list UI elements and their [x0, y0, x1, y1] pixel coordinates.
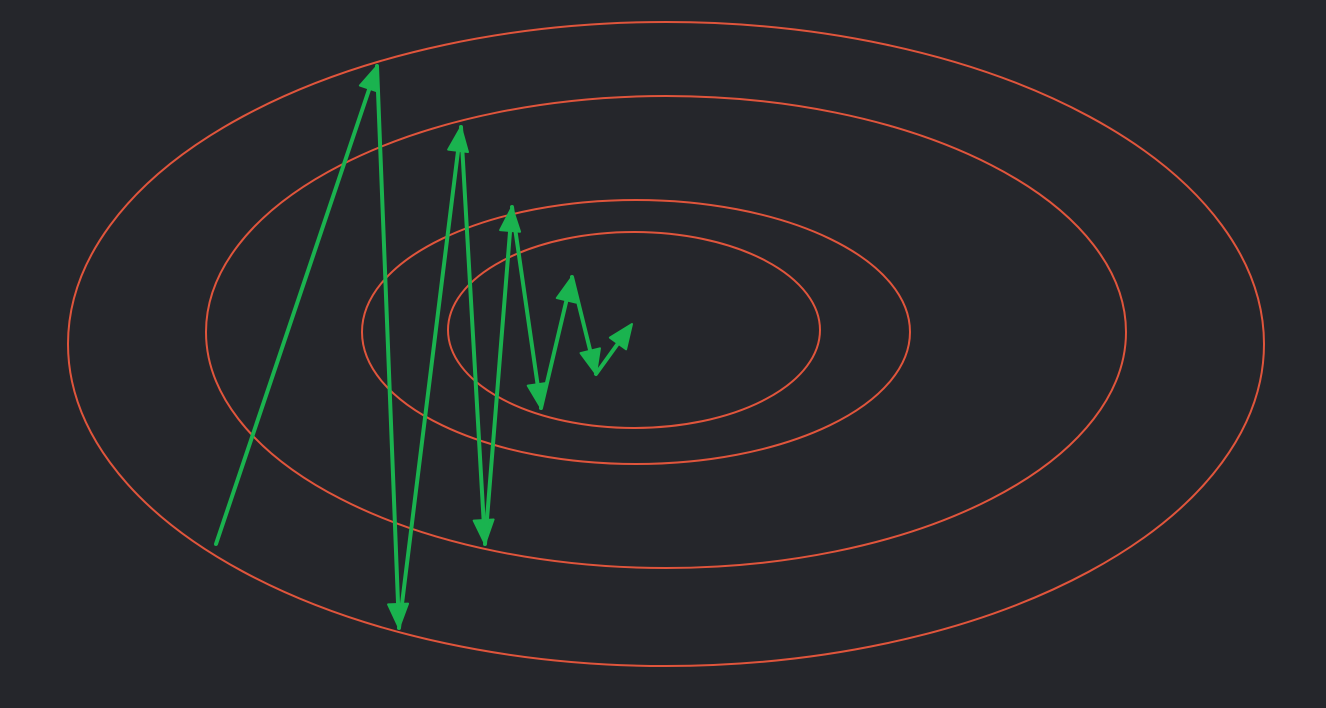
descent-step-6: [510, 205, 549, 409]
descent-step-line: [214, 82, 373, 546]
arrowhead-icon: [579, 347, 601, 375]
arrowhead-icon: [472, 518, 495, 545]
arrowhead-icon: [499, 206, 522, 233]
descent-path-group: [214, 64, 633, 630]
descent-step-8: [570, 275, 601, 375]
descent-step-line: [510, 205, 541, 391]
descent-step-3: [397, 126, 469, 630]
descent-step-5: [483, 206, 522, 546]
contour-ellipse-1: [67, 21, 1265, 667]
contour-ellipse-4: [447, 231, 821, 429]
descent-step-7: [539, 276, 578, 410]
contour-ellipse-2: [205, 95, 1127, 569]
descent-step-line: [570, 275, 594, 358]
descent-step-line: [594, 337, 623, 376]
descent-step-9: [594, 323, 633, 376]
descent-step-line: [539, 293, 570, 410]
descent-step-line: [483, 224, 513, 546]
arrowhead-icon: [608, 323, 633, 351]
arrowhead-icon: [447, 126, 469, 154]
descent-step-2: [375, 64, 410, 629]
descent-step-4: [459, 125, 495, 545]
descent-step-line: [459, 125, 486, 527]
descent-step-line: [375, 64, 401, 611]
contour-group: [67, 21, 1265, 667]
descent-step-line: [397, 144, 461, 630]
contour-ellipse-3: [361, 199, 911, 465]
